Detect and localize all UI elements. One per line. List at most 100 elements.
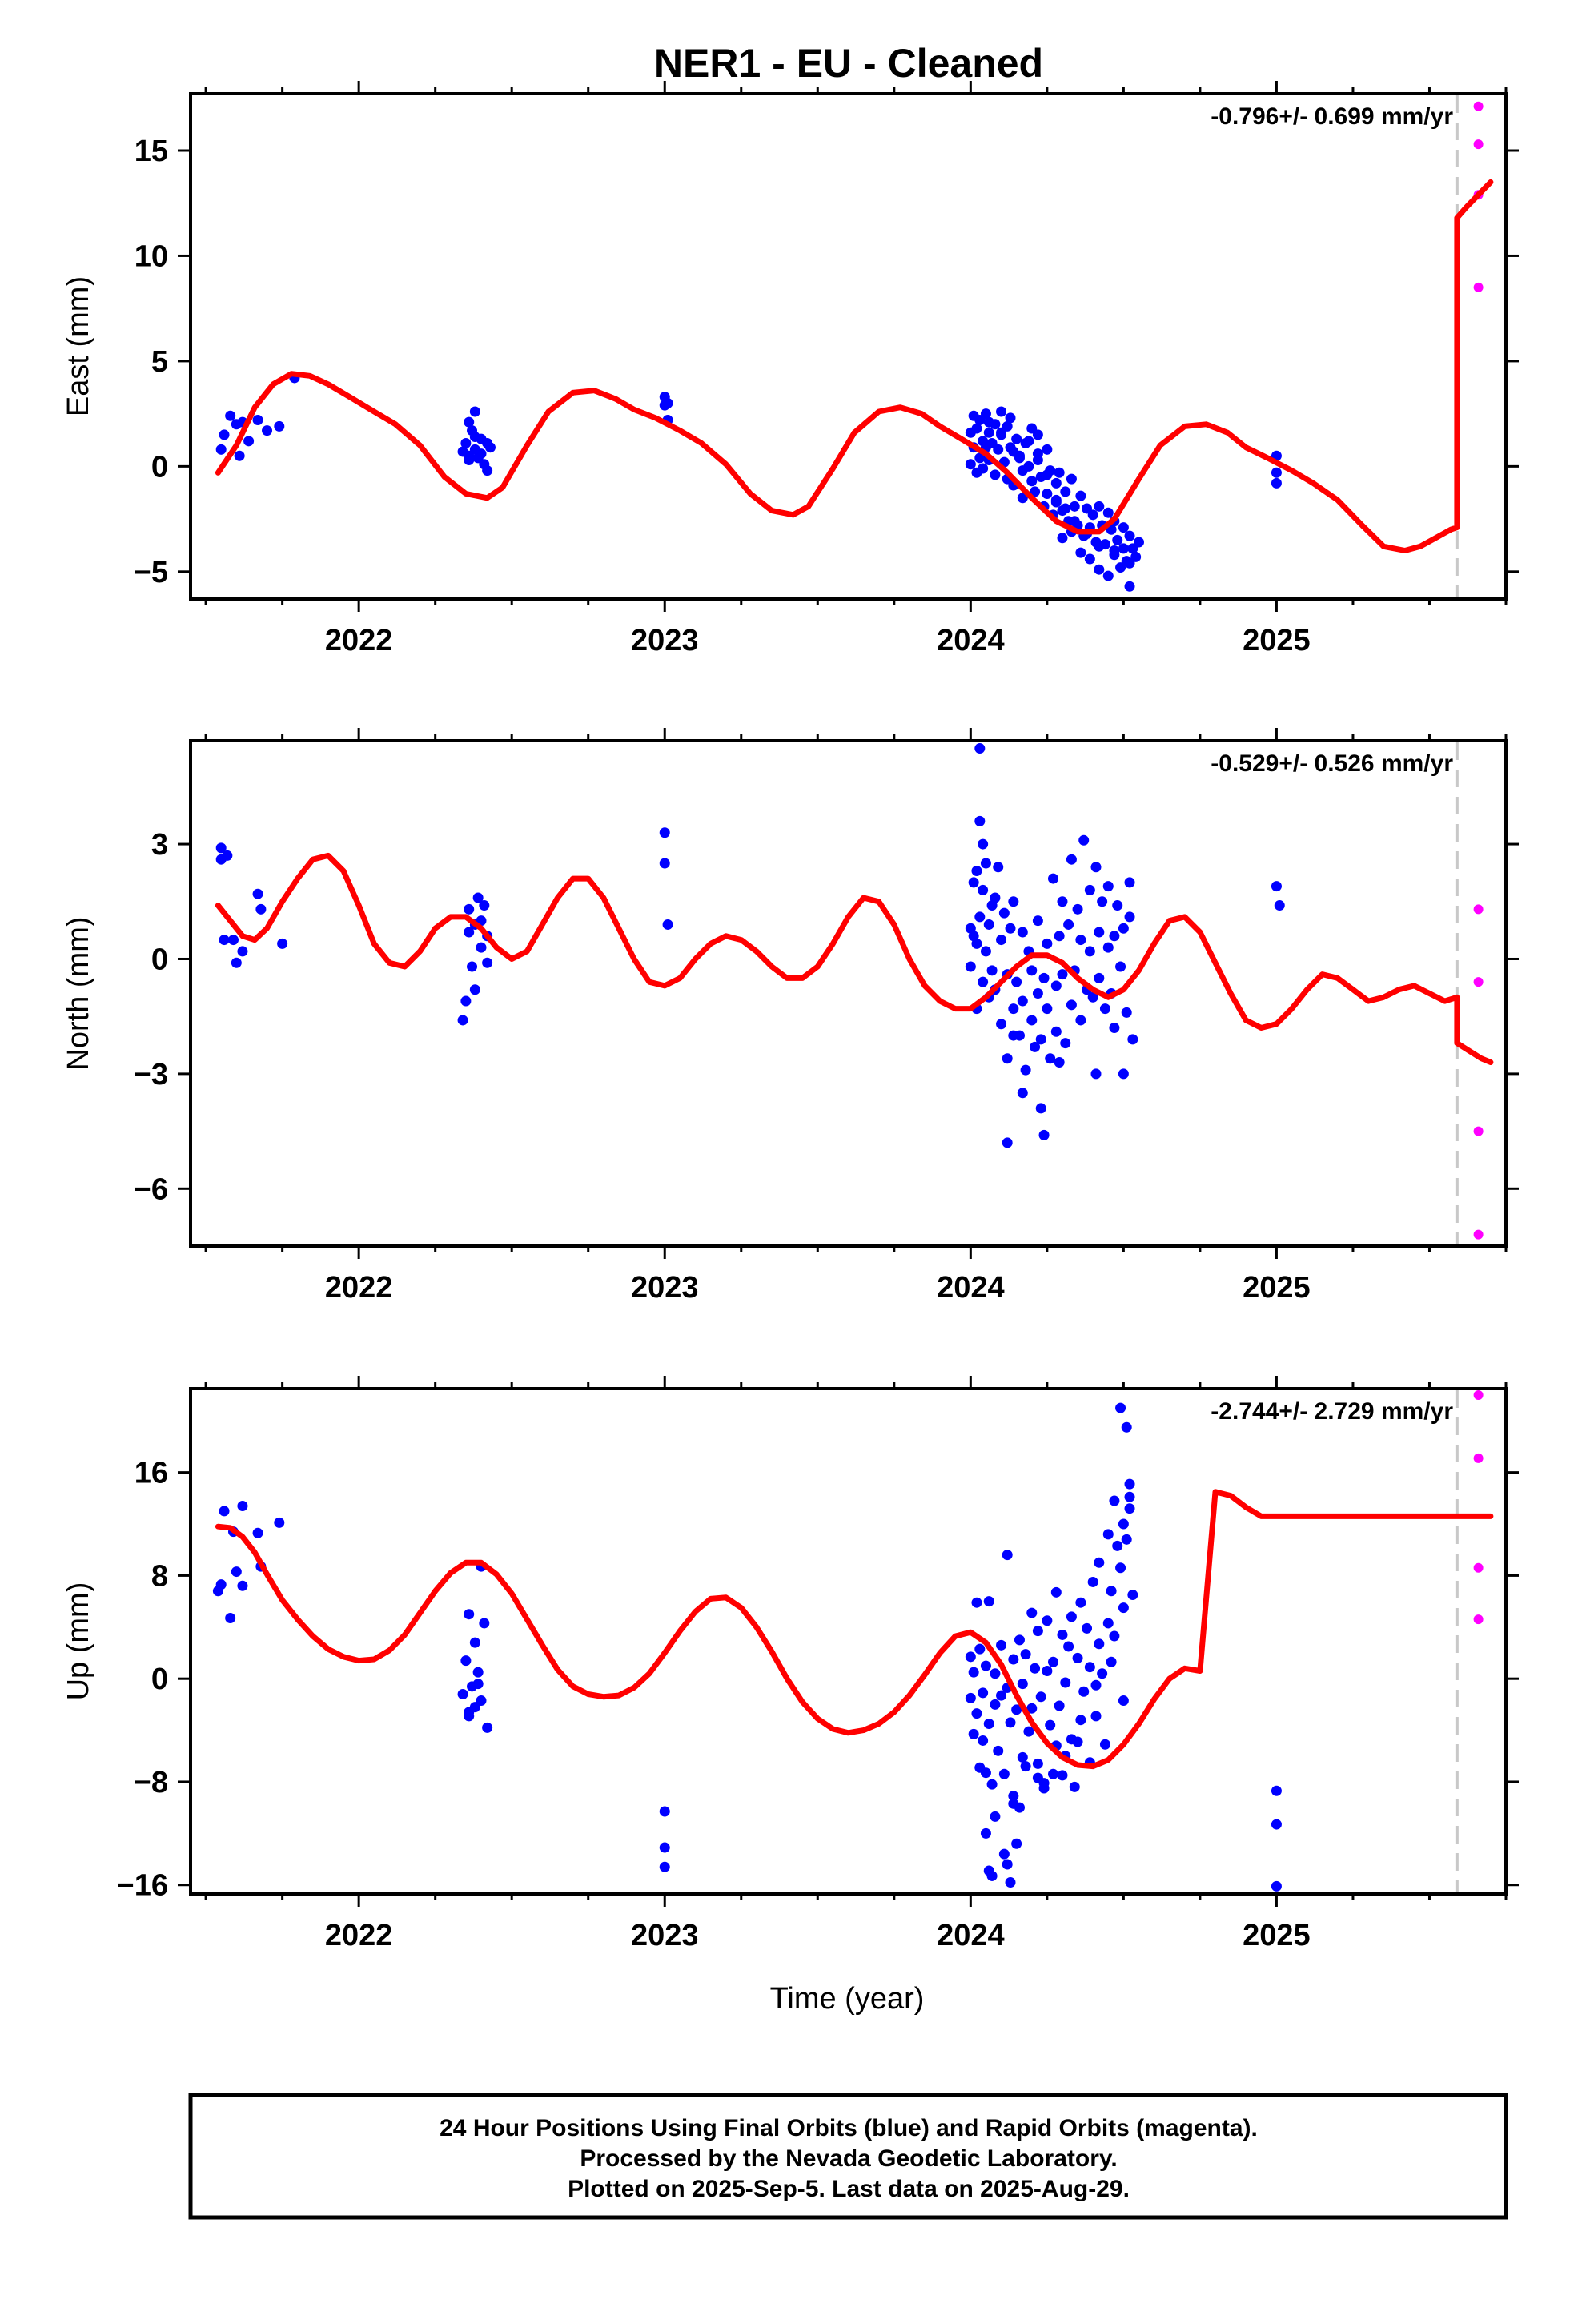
north-final-orbit-point: [983, 919, 994, 930]
up-final-orbit-point: [1102, 1529, 1114, 1540]
east-final-orbit-point: [965, 459, 976, 470]
up-final-orbit-point: [1127, 1590, 1138, 1601]
up-final-orbit-point: [980, 1767, 991, 1779]
up-final-orbit-point: [1112, 1540, 1123, 1551]
up-final-orbit-point: [482, 1722, 493, 1733]
east-final-orbit-point: [1124, 557, 1135, 569]
x-axis-label: Time (year): [770, 1982, 925, 2016]
up-final-orbit-point: [968, 1728, 979, 1739]
north-final-orbit-point: [1008, 1003, 1019, 1015]
up-final-orbit-point: [1030, 1663, 1041, 1674]
north-final-orbit-point: [996, 1019, 1007, 1030]
north-final-orbit-point: [1084, 946, 1095, 957]
east-y-tick-label: 5: [151, 345, 168, 379]
up-final-orbit-point: [1118, 1602, 1129, 1614]
up-final-orbit-point: [464, 1707, 475, 1718]
up-final-orbit-point: [1109, 1495, 1120, 1506]
north-final-orbit-point: [237, 946, 248, 957]
north-final-orbit-point: [971, 866, 982, 877]
up-final-orbit-point: [1002, 1550, 1013, 1561]
up-final-orbit-point: [996, 1639, 1007, 1651]
north-final-orbit-point: [469, 984, 480, 995]
up-x-tick-label: 2024: [937, 1919, 1005, 1952]
north-final-orbit-point: [1118, 1068, 1129, 1080]
north-rapid-orbit-point: [1473, 1229, 1484, 1240]
up-x-tick-label: 2023: [631, 1919, 699, 1952]
up-final-orbit-point: [1011, 1704, 1022, 1715]
north-final-orbit-point: [457, 1015, 468, 1026]
north-final-orbit-point: [659, 858, 670, 869]
north-final-orbit-point: [1078, 834, 1090, 846]
east-final-orbit-point: [482, 437, 493, 448]
north-final-orbit-point: [1271, 881, 1282, 892]
up-final-orbit-point: [1124, 1503, 1135, 1514]
north-final-orbit-point: [464, 903, 475, 915]
north-final-orbit-point: [1045, 1053, 1056, 1064]
up-final-orbit-point: [1118, 1518, 1129, 1530]
north-final-orbit-point: [1063, 919, 1074, 930]
north-final-orbit-point: [978, 976, 989, 987]
up-final-orbit-point: [1011, 1838, 1022, 1849]
up-final-orbit-point: [1005, 1877, 1016, 1888]
east-final-orbit-point: [1057, 533, 1068, 544]
east-final-orbit-point: [464, 450, 475, 461]
north-final-orbit-point: [472, 892, 484, 903]
east-final-orbit-point: [1023, 460, 1034, 472]
north-final-orbit-point: [1035, 1034, 1046, 1045]
north-rapid-orbit-point: [1473, 977, 1484, 987]
up-final-orbit-point: [1090, 1679, 1102, 1691]
east-final-orbit-point: [1060, 486, 1071, 497]
north-final-orbit-point: [1127, 1034, 1138, 1045]
north-x-tick-label: 2024: [937, 1271, 1005, 1305]
up-y-tick-label: −16: [117, 1869, 168, 1903]
up-final-orbit-point: [986, 1870, 998, 1881]
up-final-orbit-point: [1050, 1586, 1062, 1598]
north-final-orbit-point: [1121, 1007, 1132, 1018]
east-final-orbit-point: [1118, 543, 1129, 554]
east-y-axis-label: East (mm): [62, 276, 95, 416]
east-final-orbit-point: [482, 465, 493, 476]
north-final-orbit-point: [1054, 1057, 1065, 1068]
east-final-orbit-point: [1023, 436, 1034, 447]
north-final-orbit-point: [1124, 877, 1135, 888]
east-final-orbit-point: [234, 450, 245, 461]
north-final-orbit-point: [965, 961, 976, 972]
chart-title: NER1 - EU - Cleaned: [654, 41, 1043, 86]
north-final-orbit-point: [1057, 896, 1068, 907]
up-final-orbit-point: [998, 1768, 1010, 1779]
east-x-tick-label: 2022: [325, 624, 393, 657]
up-final-orbit-point: [1054, 1700, 1065, 1711]
up-x-tick-label: 2025: [1243, 1919, 1311, 1952]
north-final-orbit-point: [1026, 1015, 1038, 1026]
north-final-orbit-point: [1090, 862, 1102, 873]
up-final-orbit-point: [974, 1643, 986, 1655]
east-frame: [189, 92, 1508, 601]
up-final-orbit-point: [1035, 1691, 1046, 1703]
footer-line-3: Plotted on 2025-Sep-5. Last data on 2025…: [568, 2176, 1130, 2202]
up-final-orbit-point: [965, 1692, 976, 1703]
east-rapid-orbit-point: [1473, 139, 1484, 150]
up-final-orbit-point: [472, 1667, 484, 1678]
north-final-orbit-point: [968, 877, 979, 888]
north-final-orbit-point: [1050, 980, 1062, 991]
up-final-orbit-point: [1271, 1819, 1282, 1830]
up-final-orbit-point: [1008, 1654, 1019, 1665]
up-final-orbit-point: [968, 1667, 979, 1678]
footer-line-1: 24 Hour Positions Using Final Orbits (bl…: [440, 2115, 1258, 2141]
up-final-orbit-point: [978, 1735, 989, 1746]
east-final-orbit-point: [469, 432, 480, 443]
north-y-tick-label: −6: [134, 1172, 168, 1206]
north-final-orbit-point: [1124, 911, 1135, 923]
east-final-orbit-point: [219, 429, 230, 440]
up-final-orbit-point: [1094, 1638, 1105, 1650]
north-final-orbit-point: [479, 900, 490, 911]
east-final-orbit-point: [662, 397, 673, 408]
east-final-orbit-point: [1102, 570, 1114, 581]
up-final-orbit-point: [1115, 1562, 1126, 1574]
up-final-orbit-point: [1048, 1768, 1059, 1779]
north-panel: 2022 2023 2024 2025 −6 −3 0 3 North (mm) -0.529+/…: [62, 728, 1519, 1305]
north-final-orbit-point: [1011, 976, 1022, 987]
up-final-orbit-point: [1271, 1880, 1282, 1892]
east-rapid-orbit-point: [1473, 282, 1484, 292]
